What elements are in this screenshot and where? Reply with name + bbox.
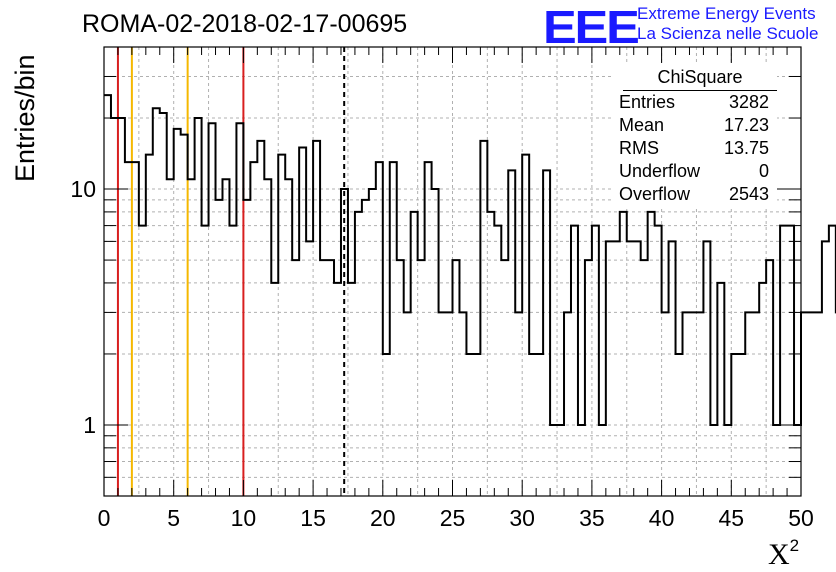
x-tick-label: 20 <box>370 505 396 531</box>
stats-label: Overflow <box>619 184 691 204</box>
logo-line-1: Extreme Energy Events <box>637 4 816 23</box>
x-tick-label: 35 <box>579 505 605 531</box>
stats-box: ChiSquare Entries 3282 Mean 17.23 RMS 13… <box>611 64 777 206</box>
stats-row-underflow: Underflow 0 <box>611 160 777 183</box>
x-tick-label: 5 <box>167 505 180 531</box>
stats-value: 17.23 <box>723 115 769 135</box>
logo-line-2: La Scienza nelle Scuole <box>637 24 819 43</box>
x-tick-label: 40 <box>649 505 675 531</box>
stats-value: 2543 <box>728 184 769 204</box>
x-tick-label: 15 <box>300 505 326 531</box>
eee-logo-icon: EEE <box>543 1 640 53</box>
y-tick-label: 1 <box>83 412 96 438</box>
y-axis-label: Entries/bin <box>10 54 40 182</box>
stats-row-mean: Mean 17.23 <box>611 114 777 137</box>
stats-value: 3282 <box>728 92 769 112</box>
stats-value: 0 <box>758 161 769 181</box>
stats-label: RMS <box>619 138 659 158</box>
stats-title: ChiSquare <box>623 64 777 91</box>
x-tick-label: 10 <box>231 505 257 531</box>
stats-row-overflow: Overflow 2543 <box>611 183 777 206</box>
x-tick-label: 0 <box>98 505 111 531</box>
stats-row-entries: Entries 3282 <box>611 91 777 114</box>
x-tick-label: 25 <box>440 505 466 531</box>
chart-title: ROMA-02-2018-02-17-00695 <box>82 10 408 38</box>
stats-label: Entries <box>619 92 676 112</box>
x-axis-label: X2 <box>768 536 800 571</box>
stats-label: Underflow <box>619 161 701 181</box>
y-tick-label: 10 <box>70 176 96 202</box>
stats-label: Mean <box>619 115 665 135</box>
x-tick-label: 30 <box>509 505 535 531</box>
x-tick-label: 45 <box>719 505 745 531</box>
x-tick-label: 50 <box>788 505 814 531</box>
stats-row-rms: RMS 13.75 <box>611 137 777 160</box>
stats-value: 13.75 <box>723 138 769 158</box>
